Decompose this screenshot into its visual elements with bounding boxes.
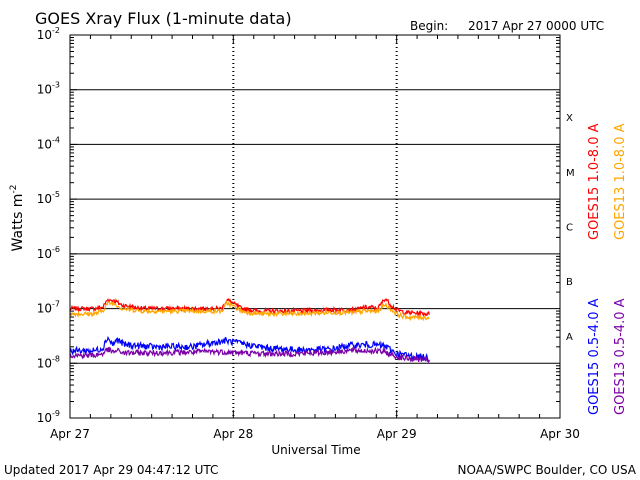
updated-timestamp: Updated 2017 Apr 29 04:47:12 UTC bbox=[4, 463, 218, 477]
y-tick-label: 10-8 bbox=[37, 354, 60, 370]
flare-class-label: M bbox=[566, 168, 575, 179]
credit-text: NOAA/SWPC Boulder, CO USA bbox=[458, 463, 637, 477]
flare-class-label: C bbox=[566, 223, 573, 234]
y-tick-label: 10-3 bbox=[37, 81, 60, 97]
y-tick-label: 10-6 bbox=[37, 245, 60, 261]
series-line bbox=[69, 335, 430, 362]
y-tick-label: 10-2 bbox=[37, 26, 60, 42]
legend-entry: GOES15 0.5-4.0 A bbox=[587, 298, 602, 415]
chart-title: GOES Xray Flux (1-minute data) bbox=[35, 9, 292, 28]
y-axis-label: Watts m-2 bbox=[9, 185, 26, 252]
y-tick-labels: 10-9 10-8 10-7 10-6 10-5 10-4 10-3 10-2 bbox=[37, 26, 60, 425]
flare-class-label: B bbox=[566, 277, 573, 288]
day-tick-marks bbox=[69, 35, 561, 418]
y-tick-label: 10-5 bbox=[37, 190, 60, 206]
flare-class-labels: A B C M X bbox=[566, 113, 575, 343]
y-tick-label: 10-7 bbox=[37, 300, 60, 316]
x-tick-label: Apr 28 bbox=[213, 427, 253, 441]
y-tick-label: 10-9 bbox=[37, 409, 60, 425]
begin-label: Begin: bbox=[410, 19, 448, 33]
legend: GOES15 1.0-8.0 A GOES13 1.0-8.0 A GOES15 0… bbox=[587, 123, 628, 415]
series-line bbox=[69, 346, 430, 364]
x-tick-label: Apr 29 bbox=[377, 427, 417, 441]
x-tick-label: Apr 27 bbox=[50, 427, 90, 441]
x-tick-labels: Apr 27 Apr 28 Apr 29 Apr 30 bbox=[50, 427, 580, 441]
series-line bbox=[69, 297, 430, 318]
x-tick-label: Apr 30 bbox=[540, 427, 580, 441]
flux-series bbox=[69, 297, 430, 364]
series-line bbox=[69, 299, 430, 322]
begin-value: 2017 Apr 27 0000 UTC bbox=[468, 19, 604, 33]
legend-entry: GOES15 1.0-8.0 A bbox=[587, 123, 602, 240]
legend-entry: GOES13 0.5-4.0 A bbox=[613, 298, 628, 415]
y-tick-label: 10-4 bbox=[37, 135, 60, 151]
flare-class-label: A bbox=[566, 332, 573, 343]
x-axis-label: Universal Time bbox=[271, 443, 360, 457]
legend-entry: GOES13 1.0-8.0 A bbox=[613, 123, 628, 240]
flare-class-label: X bbox=[566, 113, 573, 124]
plot-frame bbox=[69, 34, 561, 419]
